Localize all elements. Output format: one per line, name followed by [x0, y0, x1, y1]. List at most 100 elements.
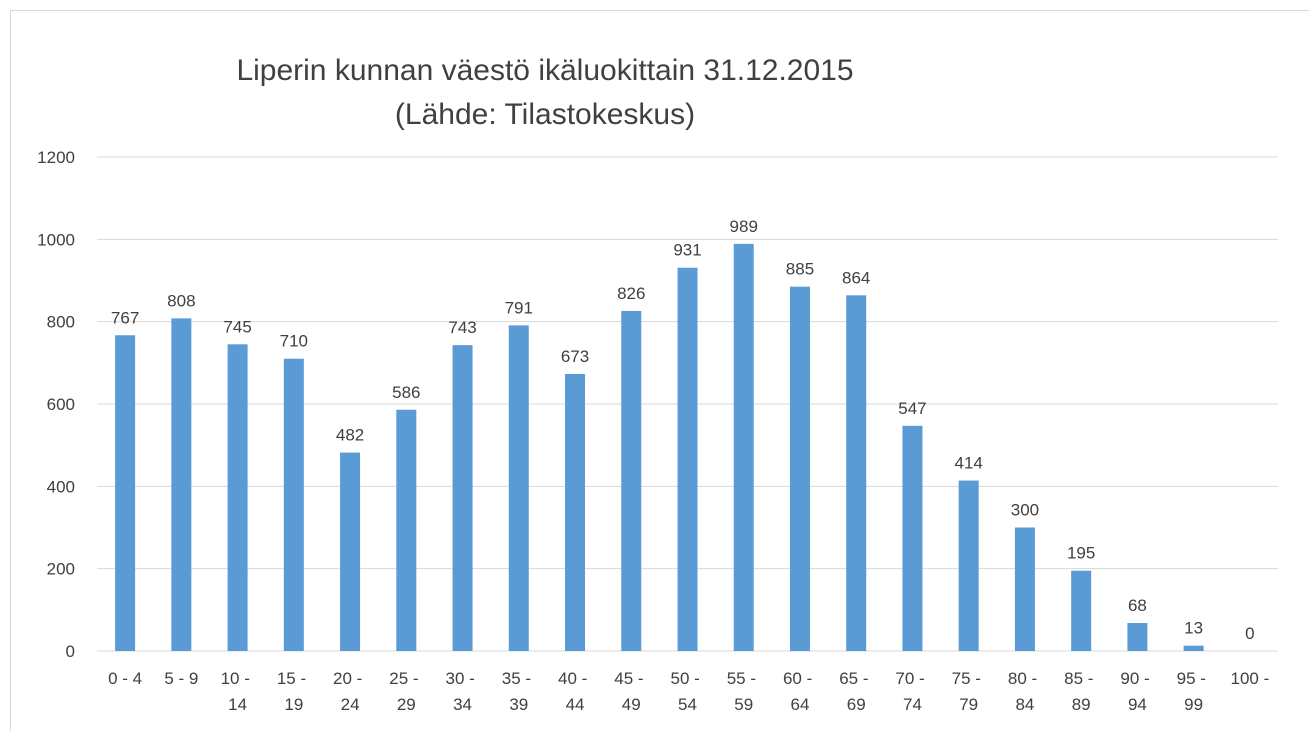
data-label: 826: [617, 284, 645, 303]
x-tick-label: 70 - 74: [895, 669, 929, 714]
chart-title: Liperin kunnan väestö ikäluokittain 31.1…: [236, 54, 853, 87]
x-tick-label: 100 -: [1231, 669, 1270, 688]
x-tick-label: 10 - 14: [221, 669, 255, 714]
bar: [396, 409, 417, 651]
x-tick-label: 15 - 19: [277, 669, 311, 714]
data-label: 195: [1067, 544, 1095, 563]
bar: [1071, 570, 1092, 651]
x-tick-label-line: 40 -: [558, 669, 592, 688]
data-label: 673: [561, 347, 589, 366]
x-tick-label-line: 94: [1128, 695, 1147, 714]
data-label: 745: [223, 317, 251, 336]
x-tick-label-line: 29: [397, 695, 416, 714]
x-tick-label-line: 85 -: [1064, 669, 1098, 688]
bar: [846, 295, 867, 651]
chart-frame: [10, 10, 1309, 731]
x-tick-label: 20 - 24: [333, 669, 367, 714]
bar: [227, 344, 248, 651]
x-tick-label: 35 - 39: [502, 669, 536, 714]
bar: [452, 345, 473, 651]
data-label: 989: [730, 217, 758, 236]
x-tick-label-line: 24: [341, 695, 360, 714]
x-tick-label: 5 - 9: [164, 669, 198, 688]
x-tick-label-line: 64: [791, 695, 810, 714]
bar: [115, 335, 136, 651]
data-label: 414: [955, 454, 983, 473]
x-tick-label-line: 30 -: [446, 669, 480, 688]
x-tick-label-line: 35 -: [502, 669, 536, 688]
bar: [677, 267, 698, 651]
y-tick-label: 1200: [37, 148, 75, 167]
x-tick-label-line: 99: [1184, 695, 1203, 714]
data-label: 743: [448, 318, 476, 337]
x-tick-label-line: 80 -: [1008, 669, 1042, 688]
x-tick-label-line: 19: [284, 695, 303, 714]
data-label: 885: [786, 260, 814, 279]
bar: [1183, 645, 1204, 651]
y-tick-label: 400: [47, 477, 75, 496]
x-tick-label-line: 59: [734, 695, 753, 714]
x-tick-label-line: 54: [678, 695, 697, 714]
bar: [508, 325, 529, 651]
x-tick-label-line: 70 -: [895, 669, 929, 688]
bar: [621, 310, 642, 651]
x-tick-label: 80 - 84: [1008, 669, 1042, 714]
bar: [283, 358, 304, 651]
x-tick-label-line: 20 -: [333, 669, 367, 688]
x-tick-label-line: 95 -: [1177, 669, 1211, 688]
y-tick-label: 1000: [37, 230, 75, 249]
x-tick-label-line: 15 -: [277, 669, 311, 688]
data-label: 864: [842, 268, 870, 287]
x-tick-label-line: 69: [847, 695, 866, 714]
data-label: 0: [1245, 624, 1254, 643]
x-tick-label: 75 - 79: [952, 669, 986, 714]
x-tick-label-line: 44: [566, 695, 585, 714]
x-tick-label-line: 10 -: [221, 669, 255, 688]
y-tick-label: 800: [47, 313, 75, 332]
data-label: 482: [336, 426, 364, 445]
x-tick-label: 50 - 54: [670, 669, 704, 714]
data-label: 586: [392, 383, 420, 402]
bar: [1127, 623, 1148, 651]
data-label: 13: [1184, 619, 1203, 638]
y-tick-label: 200: [47, 560, 75, 579]
x-tick-label: 40 - 44: [558, 669, 592, 714]
x-tick-label-line: 34: [453, 695, 472, 714]
x-tick-label: 30 - 34: [446, 669, 480, 714]
x-tick-label-line: 50 -: [670, 669, 704, 688]
data-label: 710: [280, 332, 308, 351]
x-tick-label-line: 60 -: [783, 669, 817, 688]
x-tick-label-line: 79: [959, 695, 978, 714]
x-tick-label-line: 14: [228, 695, 247, 714]
x-tick-label-line: 74: [903, 695, 922, 714]
x-tick-label-line: 49: [622, 695, 641, 714]
x-tick-label-line: 89: [1072, 695, 1091, 714]
bar: [733, 243, 754, 651]
x-tick-label-line: 55 -: [727, 669, 761, 688]
bar: [1014, 527, 1035, 651]
x-tick-label-line: 25 -: [389, 669, 423, 688]
y-tick-label: 0: [66, 642, 75, 661]
data-label: 767: [111, 308, 139, 327]
x-tick-label-line: 65 -: [839, 669, 873, 688]
x-tick-label: 45 - 49: [614, 669, 648, 714]
data-label: 68: [1128, 596, 1147, 615]
bar: [565, 373, 586, 651]
x-tick-label: 65 - 69: [839, 669, 873, 714]
x-tick-label: 90 - 94: [1120, 669, 1154, 714]
y-tick-label: 600: [47, 395, 75, 414]
x-tick-label-line: 90 -: [1120, 669, 1154, 688]
x-tick-label: 25 - 29: [389, 669, 423, 714]
bar: [171, 318, 192, 651]
x-tick-label-line: 75 -: [952, 669, 986, 688]
data-label: 300: [1011, 501, 1039, 520]
x-tick-label: 85 - 89: [1064, 669, 1098, 714]
bar: [902, 425, 923, 651]
x-tick-label: 95 - 99: [1177, 669, 1211, 714]
bar: [958, 480, 979, 651]
x-tick-label: 55 - 59: [727, 669, 761, 714]
data-label: 931: [673, 241, 701, 260]
x-tick-label-line: 39: [509, 695, 528, 714]
bar: [340, 452, 361, 651]
x-tick-label: 0 - 4: [108, 669, 142, 688]
